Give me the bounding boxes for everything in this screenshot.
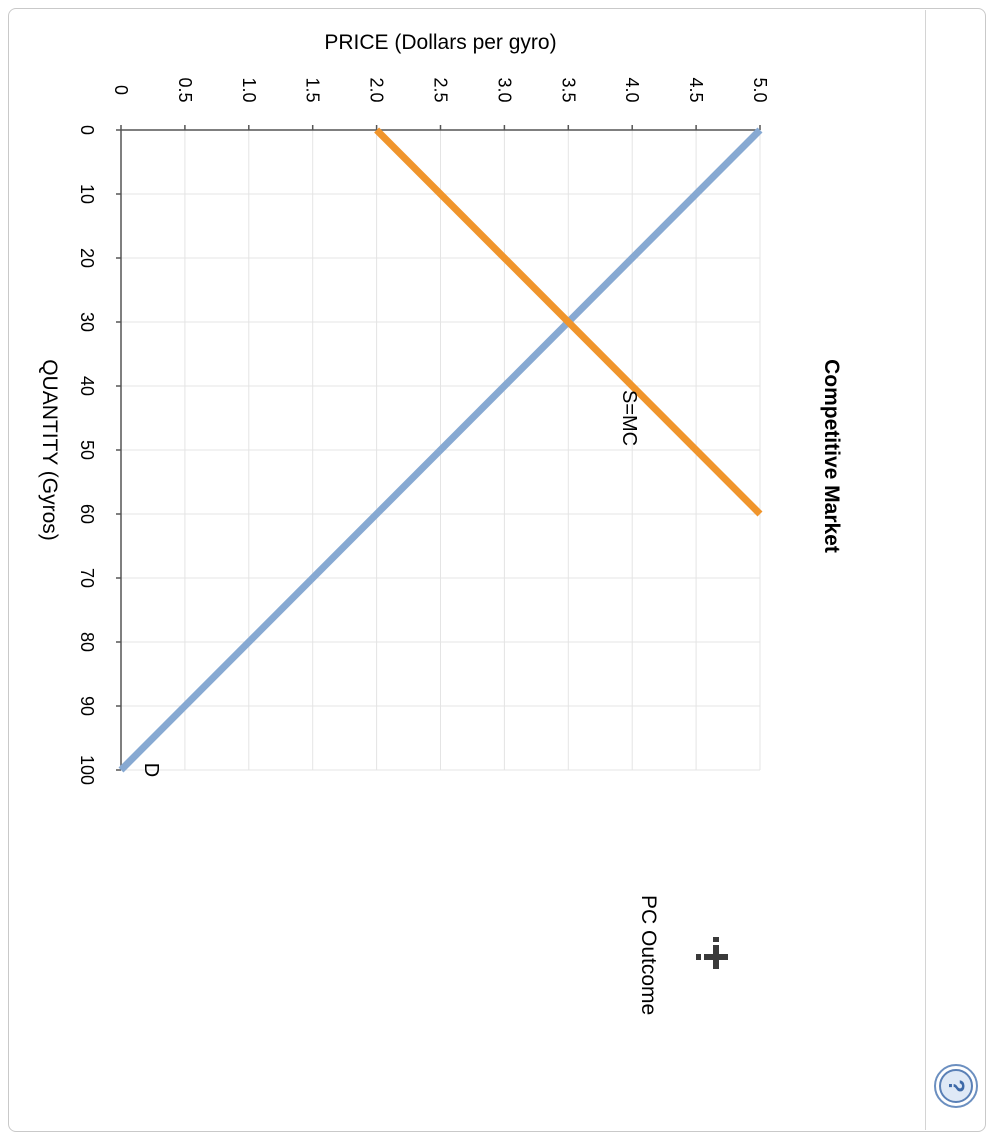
tick-label-price-2.0: 2.0 xyxy=(367,77,387,102)
series-lines xyxy=(118,127,763,773)
question-mark-icon: ? xyxy=(934,1064,978,1108)
chart-labels: PRICE (Dollars per gyro) QUANTITY (Gyros)… xyxy=(38,31,843,777)
plus-marker-icon[interactable] xyxy=(694,937,734,977)
tick-label-price-4.5: 4.5 xyxy=(686,77,706,102)
tick-label-price-4.0: 4.0 xyxy=(622,77,642,102)
tick-label-quantity-60: 60 xyxy=(77,504,97,524)
pc-outcome-label: PC Outcome xyxy=(637,895,660,1016)
tick-labels: 0 10 20 30 40 50 60 70 80 90 100 0 0.5 1.0 1.5 2.0 2.5 3.… xyxy=(77,77,770,785)
tick-label-quantity-40: 40 xyxy=(77,376,97,396)
tick-label-quantity-20: 20 xyxy=(77,248,97,268)
panel-divider xyxy=(925,10,926,1130)
price-axis-title: PRICE (Dollars per gyro) xyxy=(324,31,556,54)
pc-outcome-tool-label: PC Outcome xyxy=(632,895,662,1035)
tick-label-price-1.0: 1.0 xyxy=(239,77,259,102)
tick-label-price-3.5: 3.5 xyxy=(558,77,578,102)
tick-label-quantity-50: 50 xyxy=(77,440,97,460)
tick-label-price-0.5: 0.5 xyxy=(175,77,195,102)
tick-label-quantity-70: 70 xyxy=(77,568,97,588)
chart-title: Competitive Market xyxy=(820,359,843,553)
tick-label-price-0: 0 xyxy=(111,85,131,95)
svg-text:?: ? xyxy=(944,1079,969,1092)
grid xyxy=(121,130,761,771)
tick-label-quantity-90: 90 xyxy=(77,696,97,716)
series-s-mc-line[interactable] xyxy=(374,127,763,517)
axes xyxy=(116,125,761,771)
help-button[interactable]: ? xyxy=(933,1063,979,1109)
quantity-axis-title: QUANTITY (Gyros) xyxy=(38,359,61,541)
demand-curve-label: D xyxy=(140,763,162,777)
tick-label-price-1.5: 1.5 xyxy=(303,77,323,102)
tick-label-price-2.5: 2.5 xyxy=(431,77,451,102)
tick-label-price-3.0: 3.0 xyxy=(494,77,514,102)
tick-label-quantity-30: 30 xyxy=(77,312,97,332)
series-d-line[interactable] xyxy=(118,127,763,773)
tick-label-price-5.0: 5.0 xyxy=(750,77,770,102)
supply-curve-label: S=MC xyxy=(618,390,640,446)
tick-label-quantity-100: 100 xyxy=(77,755,97,785)
tick-label-quantity-0: 0 xyxy=(77,125,97,135)
graph-panel xyxy=(8,8,986,1132)
tick-label-quantity-10: 10 xyxy=(77,184,97,204)
tick-label-quantity-80: 80 xyxy=(77,632,97,652)
